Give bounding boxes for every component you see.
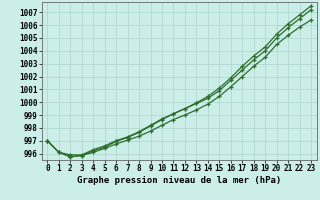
X-axis label: Graphe pression niveau de la mer (hPa): Graphe pression niveau de la mer (hPa): [77, 176, 281, 185]
